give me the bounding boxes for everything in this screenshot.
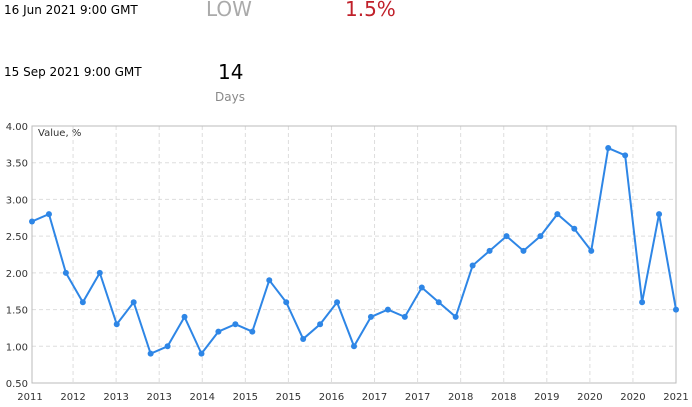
point bbox=[520, 247, 527, 254]
point bbox=[215, 328, 222, 335]
point bbox=[62, 269, 69, 276]
x-tick-label: 2015 bbox=[233, 392, 258, 403]
point bbox=[554, 211, 561, 218]
point bbox=[656, 211, 663, 218]
y-tick-label: 0.50 bbox=[6, 379, 28, 390]
x-tick-label: 2020 bbox=[620, 392, 645, 403]
point bbox=[418, 284, 425, 291]
point bbox=[673, 306, 679, 313]
point bbox=[232, 321, 239, 328]
point bbox=[266, 277, 273, 284]
point bbox=[588, 247, 595, 254]
y-tick-label: 4.00 bbox=[6, 122, 28, 133]
point bbox=[29, 218, 35, 225]
y-tick-label: 2.50 bbox=[6, 232, 28, 243]
point bbox=[317, 321, 324, 328]
last-value: 1.5% bbox=[345, 0, 396, 21]
point bbox=[452, 313, 459, 320]
point bbox=[283, 299, 290, 306]
point bbox=[249, 328, 256, 335]
x-tick-label: 2011 bbox=[17, 392, 42, 403]
point bbox=[164, 343, 171, 350]
x-tick-label: 2013 bbox=[146, 392, 171, 403]
x-tick-label: 2016 bbox=[319, 392, 344, 403]
plot-border bbox=[31, 125, 677, 384]
x-tick-label: 2020 bbox=[577, 392, 602, 403]
x-tick-label: 2017 bbox=[405, 392, 430, 403]
point bbox=[113, 321, 120, 328]
y-tick-label: 3.00 bbox=[6, 195, 28, 206]
point bbox=[300, 335, 307, 342]
y-tick-label: 1.00 bbox=[6, 342, 28, 353]
point bbox=[537, 233, 544, 240]
next-date: 15 Sep 2021 9:00 GMT bbox=[4, 65, 142, 79]
point bbox=[181, 313, 188, 320]
point bbox=[79, 299, 86, 306]
x-tick-label: 2015 bbox=[276, 392, 301, 403]
y-tick-label: 1.50 bbox=[6, 306, 28, 317]
point bbox=[639, 299, 646, 306]
x-tick-label: 2019 bbox=[534, 392, 559, 403]
point bbox=[401, 313, 408, 320]
x-tick-label: 2018 bbox=[448, 392, 473, 403]
x-tick-label: 2018 bbox=[491, 392, 516, 403]
point bbox=[334, 299, 341, 306]
point bbox=[96, 269, 103, 276]
point bbox=[130, 299, 137, 306]
x-tick-label: 2014 bbox=[190, 392, 215, 403]
point bbox=[351, 343, 357, 350]
point bbox=[503, 233, 510, 240]
point bbox=[384, 306, 391, 313]
point bbox=[435, 299, 442, 306]
countdown: 14 bbox=[218, 60, 244, 84]
point bbox=[45, 211, 52, 218]
x-tick-label: 2021 bbox=[663, 392, 688, 403]
point bbox=[147, 350, 154, 357]
y-tick-label: 2.00 bbox=[6, 269, 28, 280]
point bbox=[571, 225, 578, 232]
line bbox=[31, 146, 677, 356]
impact: LOW bbox=[206, 0, 252, 21]
annotation: Value, % bbox=[38, 128, 81, 139]
point bbox=[486, 247, 493, 254]
x-tick-label: 2017 bbox=[362, 392, 387, 403]
point bbox=[605, 145, 612, 152]
last-date: 16 Jun 2021 9:00 GMT bbox=[4, 3, 138, 17]
countdown-unit: Days bbox=[215, 90, 245, 104]
point bbox=[622, 152, 629, 159]
y-tick-label: 3.50 bbox=[6, 159, 28, 170]
x-tick-label: 2013 bbox=[103, 392, 128, 403]
x-tick-label: 2012 bbox=[60, 392, 85, 403]
point bbox=[469, 262, 476, 269]
point bbox=[367, 313, 374, 320]
point bbox=[198, 350, 205, 357]
